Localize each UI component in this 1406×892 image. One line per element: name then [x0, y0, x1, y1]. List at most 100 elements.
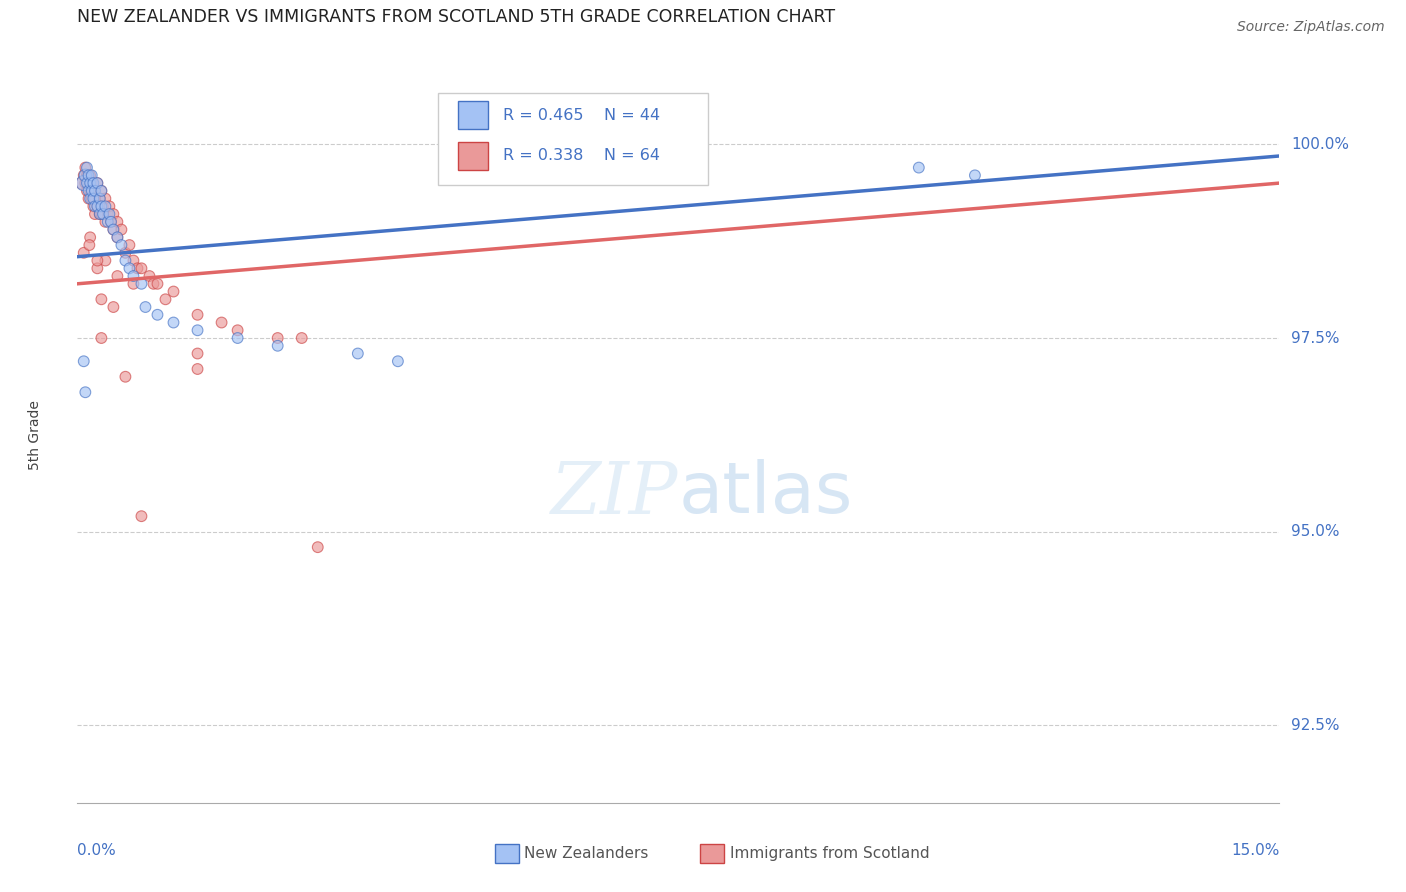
Point — [90, 293, 112, 307]
Point — [73, 245, 96, 260]
Text: Immigrants from Scotland: Immigrants from Scotland — [730, 847, 929, 861]
Point — [89, 192, 111, 206]
FancyBboxPatch shape — [458, 102, 488, 129]
Point — [82, 184, 104, 198]
Point — [118, 261, 141, 276]
Point — [91, 199, 114, 213]
Point — [86, 199, 108, 213]
Point — [122, 268, 145, 283]
Point — [80, 176, 103, 190]
Point — [146, 277, 169, 291]
Point — [77, 184, 100, 198]
Point — [963, 169, 986, 183]
Text: 92.5%: 92.5% — [1292, 718, 1340, 733]
Point — [131, 277, 153, 291]
Point — [89, 207, 111, 221]
Point — [142, 277, 165, 291]
Point — [267, 331, 290, 345]
Point — [90, 199, 112, 213]
Point — [73, 169, 96, 183]
Point — [84, 184, 107, 198]
Point — [86, 253, 108, 268]
Point — [211, 316, 233, 330]
Point — [346, 346, 368, 360]
Point — [103, 222, 125, 236]
Point — [80, 192, 103, 206]
Point — [79, 238, 101, 252]
Point — [107, 268, 129, 283]
Point — [84, 207, 107, 221]
Text: R = 0.338    N = 64: R = 0.338 N = 64 — [503, 148, 659, 163]
Point — [186, 323, 209, 337]
Point — [94, 253, 117, 268]
Point — [110, 222, 132, 236]
Point — [226, 323, 249, 337]
Point — [76, 176, 98, 190]
Text: 15.0%: 15.0% — [1232, 843, 1279, 858]
Point — [86, 199, 108, 213]
Point — [131, 261, 153, 276]
Text: 95.0%: 95.0% — [1292, 524, 1340, 539]
Point — [79, 192, 101, 206]
Point — [89, 192, 111, 206]
Point — [73, 176, 96, 190]
Text: 5th Grade: 5th Grade — [28, 400, 42, 470]
Point — [75, 176, 97, 190]
Point — [103, 207, 125, 221]
Text: ZIP: ZIP — [551, 458, 679, 529]
Point — [100, 215, 122, 229]
Point — [100, 215, 122, 229]
Point — [107, 230, 129, 244]
Point — [94, 215, 117, 229]
Point — [77, 192, 100, 206]
Point — [97, 215, 120, 229]
Point — [122, 277, 145, 291]
Point — [155, 293, 177, 307]
Point — [86, 176, 108, 190]
Point — [84, 199, 107, 213]
Point — [90, 331, 112, 345]
Point — [118, 238, 141, 252]
Point — [77, 176, 100, 190]
Point — [107, 215, 129, 229]
Point — [134, 300, 156, 314]
Point — [146, 308, 169, 322]
FancyBboxPatch shape — [439, 93, 709, 185]
Point — [186, 308, 209, 322]
Point — [98, 199, 121, 213]
Point — [70, 176, 93, 190]
Point — [114, 253, 136, 268]
Point — [79, 176, 101, 190]
Text: R = 0.465    N = 44: R = 0.465 N = 44 — [503, 108, 659, 123]
Point — [94, 199, 117, 213]
Point — [226, 331, 249, 345]
Text: New Zealanders: New Zealanders — [524, 847, 648, 861]
Point — [162, 316, 184, 330]
Point — [86, 176, 108, 190]
Text: 100.0%: 100.0% — [1292, 136, 1350, 152]
Point — [80, 184, 103, 198]
Point — [79, 169, 101, 183]
Point — [122, 253, 145, 268]
Point — [114, 245, 136, 260]
Point — [162, 285, 184, 299]
Point — [86, 261, 108, 276]
Point — [89, 207, 111, 221]
Point — [79, 230, 101, 244]
Text: NEW ZEALANDER VS IMMIGRANTS FROM SCOTLAND 5TH GRADE CORRELATION CHART: NEW ZEALANDER VS IMMIGRANTS FROM SCOTLAN… — [77, 8, 835, 27]
Point — [186, 362, 209, 376]
Point — [114, 369, 136, 384]
Point — [103, 300, 125, 314]
Point — [73, 354, 96, 368]
Point — [138, 268, 160, 283]
Point — [75, 385, 97, 400]
Point — [76, 161, 98, 175]
Point — [75, 169, 97, 183]
Point — [131, 509, 153, 524]
Point — [76, 184, 98, 198]
Point — [84, 192, 107, 206]
Point — [97, 207, 120, 221]
Point — [127, 261, 149, 276]
Point — [307, 540, 329, 554]
Point — [82, 199, 104, 213]
